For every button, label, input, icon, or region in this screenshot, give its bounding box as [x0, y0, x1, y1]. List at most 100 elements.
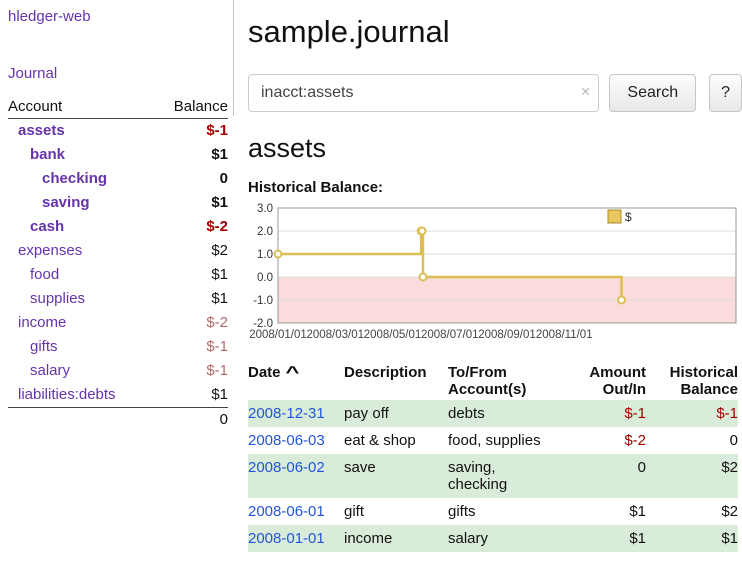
accounts-header-balance: Balance — [173, 98, 228, 115]
sidebar-account-balance: $1 — [211, 146, 228, 163]
cell-amount: $-1 — [624, 405, 646, 423]
register-row: 2008-01-01 income salary $1 $1 — [248, 525, 738, 553]
cell-amount: $-2 — [624, 432, 646, 450]
sidebar-account-balance: $-1 — [206, 122, 228, 139]
cell-date: 2008-06-02 — [248, 454, 344, 498]
sidebar-account-balance: $2 — [211, 242, 228, 259]
sidebar: hledger-web Journal Account Balance asse… — [0, 0, 238, 432]
cell-accounts: saving, checking — [448, 459, 508, 494]
chart-legend-swatch — [607, 209, 622, 224]
sidebar-account-balance: $1 — [211, 386, 228, 403]
data-point-marker — [418, 272, 428, 282]
cell-balance: $2 — [721, 503, 738, 521]
cell-date: 2008-12-31 — [248, 400, 344, 427]
x-tick-label: 2008/05/01 — [364, 329, 422, 341]
account-row: cash $-2 — [8, 215, 228, 239]
data-point-marker — [273, 249, 283, 259]
column-header-description: Description — [344, 364, 427, 382]
sidebar-account-balance: $-2 — [206, 218, 228, 235]
account-heading: assets — [248, 132, 327, 163]
journal-link[interactable]: Journal — [8, 65, 58, 82]
cell-description: eat & shop — [344, 432, 416, 450]
app-title-link[interactable]: hledger-web — [8, 8, 91, 25]
sidebar-account-link[interactable]: food — [30, 266, 60, 283]
sidebar-account-link[interactable]: cash — [30, 218, 65, 235]
register-body: 2008-12-31 pay off debts $-1 $-1 2008-06-03 ea… — [248, 400, 738, 553]
sidebar-account-balance: 0 — [219, 170, 228, 187]
y-tick-label: -2.0 — [253, 318, 273, 330]
column-header-date[interactable]: Date ^ — [248, 362, 344, 400]
register-row: 2008-06-02 save saving, checking 0 $2 — [248, 454, 738, 499]
account-row: liabilities:debts $1 — [8, 383, 228, 407]
page-title: sample.journal — [248, 14, 450, 49]
sidebar-account-link[interactable]: salary — [30, 362, 71, 379]
cell-description: pay off — [344, 405, 389, 423]
account-row: salary $-1 — [8, 359, 228, 383]
search-button[interactable]: Search — [609, 73, 697, 112]
sort-ascending-icon: ^ — [284, 363, 299, 383]
y-tick-label: 1.0 — [257, 249, 273, 261]
account-row: food $1 — [8, 263, 228, 287]
cell-date: 2008-06-01 — [248, 498, 344, 525]
account-row: supplies $1 — [8, 287, 228, 311]
sidebar-account-link[interactable]: liabilities:debts — [18, 386, 116, 403]
chart-legend-label: $ — [625, 210, 632, 224]
sidebar-account-balance: $-1 — [206, 362, 228, 379]
cell-balance: $1 — [721, 530, 738, 548]
transaction-date-link[interactable]: 2008-12-31 — [248, 405, 325, 423]
accounts-header: Account Balance — [8, 96, 228, 119]
data-point-marker — [417, 226, 427, 236]
cell-accounts: debts — [448, 405, 485, 423]
plot-border — [277, 207, 737, 324]
search-box: × — [248, 73, 600, 112]
sidebar-account-link[interactable]: gifts — [30, 338, 58, 355]
sidebar-account-balance: $1 — [211, 194, 228, 211]
accounts-panel: Account Balance assets $-1 bank $1 checking 0… — [8, 96, 228, 432]
x-tick-label: 2008/01/01 — [249, 329, 307, 341]
search-input[interactable] — [248, 73, 600, 112]
clear-search-icon[interactable]: × — [580, 81, 591, 101]
balance-chart: 3.0 2.0 1.0 0.0 -1.0 -2.0 2008/01/01 2008/03/01… — [248, 202, 742, 348]
cell-description: income — [344, 530, 393, 548]
sidebar-account-link[interactable]: supplies — [30, 290, 86, 307]
y-tick-label: 0.0 — [257, 272, 273, 284]
data-point-marker — [617, 295, 626, 305]
search-row: × Search ? — [248, 73, 742, 112]
transaction-date-link[interactable]: 2008-06-01 — [248, 503, 325, 521]
cell-balance: $-1 — [716, 405, 738, 423]
help-button[interactable]: ? — [709, 73, 742, 112]
y-tick-label: -1.0 — [253, 295, 273, 307]
account-row: gifts $-1 — [8, 335, 228, 359]
cell-accounts: food, supplies — [448, 432, 541, 450]
transaction-date-link[interactable]: 2008-01-01 — [248, 530, 325, 548]
accounts-header-account: Account — [8, 98, 63, 115]
sidebar-account-balance: $-1 — [206, 338, 228, 355]
accounts-total: 0 — [8, 407, 228, 432]
cell-amount: $1 — [629, 503, 646, 521]
cell-amount: 0 — [637, 459, 646, 477]
account-row: income $-2 — [8, 311, 228, 335]
chart-title: Historical Balance: — [248, 179, 384, 197]
sidebar-account-link[interactable]: checking — [42, 170, 108, 187]
y-tick-label: 2.0 — [257, 226, 273, 238]
x-tick-label: 2008/03/01 — [306, 329, 364, 341]
transaction-date-link[interactable]: 2008-06-02 — [248, 459, 325, 477]
register-row: 2008-06-03 eat & shop food, supplies $-2 0 — [248, 427, 738, 454]
transaction-date-link[interactable]: 2008-06-03 — [248, 432, 325, 450]
sidebar-account-balance: $-2 — [206, 314, 228, 331]
sidebar-account-link[interactable]: expenses — [18, 242, 83, 259]
account-row: assets $-1 — [8, 119, 228, 143]
sidebar-account-link[interactable]: bank — [30, 146, 66, 163]
sidebar-account-link[interactable]: income — [18, 314, 67, 331]
x-tick-label: 2008/11/01 — [536, 329, 593, 341]
account-list: assets $-1 bank $1 checking 0 saving $1 cash $-2 e… — [8, 119, 228, 407]
x-tick-label: 2008/07/01 — [421, 329, 479, 341]
sidebar-account-link[interactable]: saving — [42, 194, 90, 211]
register-table: Date ^ Description To/From Account(s) Amo… — [248, 362, 738, 553]
cell-date: 2008-01-01 — [248, 525, 344, 552]
sidebar-divider — [233, 0, 234, 116]
account-row: expenses $2 — [8, 239, 228, 263]
y-tick-label: 3.0 — [257, 203, 273, 215]
cell-accounts: salary — [448, 530, 489, 548]
sidebar-account-link[interactable]: assets — [18, 122, 65, 139]
